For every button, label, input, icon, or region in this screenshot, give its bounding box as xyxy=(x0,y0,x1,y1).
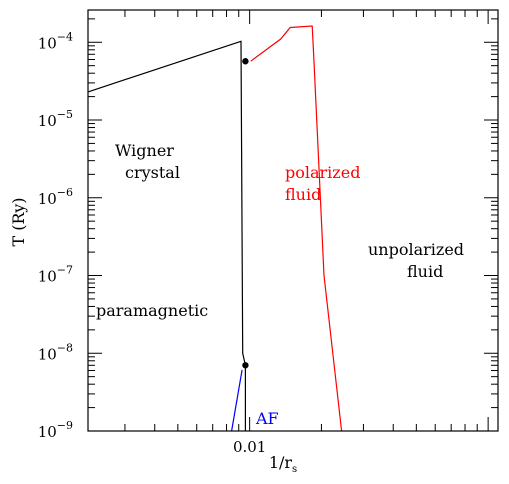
critical-point xyxy=(242,362,249,369)
y-tick-label: 10−7 xyxy=(38,264,73,286)
y-tick-label: 10−8 xyxy=(38,341,73,363)
region-label-paramagnetic: paramagnetic xyxy=(96,301,208,320)
series-layer xyxy=(87,25,343,432)
region-label-unpolarized-1: unpolarized xyxy=(368,240,464,259)
y-tick-label-base: 10 xyxy=(38,345,57,363)
y-tick-label: 10−4 xyxy=(38,30,73,52)
x-tick-label: 0.01 xyxy=(233,438,266,456)
labels-layer: 10−410−510−610−710−810−90.01Wignercrysta… xyxy=(38,30,464,456)
y-tick-label-exponent: −8 xyxy=(57,341,73,354)
region-label-polarized-1: polarized xyxy=(285,163,360,182)
y-tick-label-exponent: −4 xyxy=(57,30,73,43)
y-tick-label-base: 10 xyxy=(38,112,57,130)
x-axis-title-main: 1/r xyxy=(269,453,293,472)
y-tick-label-exponent: −7 xyxy=(57,264,73,277)
y-tick-label: 10−9 xyxy=(38,419,73,441)
y-tick-label-exponent: −5 xyxy=(57,108,73,121)
y-tick-label: 10−5 xyxy=(38,108,73,130)
y-tick-label-exponent: −6 xyxy=(57,186,73,199)
region-label-unpolarized-2: fluid xyxy=(407,262,443,281)
region-label-af: AF xyxy=(255,409,279,428)
y-tick-label-base: 10 xyxy=(38,423,57,441)
points-layer xyxy=(242,58,249,369)
plot-frame xyxy=(87,9,499,432)
x-axis-title-subscript: s xyxy=(292,464,297,475)
y-tick-label-exponent: −9 xyxy=(57,419,73,432)
series-line-2 xyxy=(250,25,343,432)
critical-point xyxy=(242,58,249,65)
y-axis-title: T (Ry) xyxy=(9,197,28,246)
series-line-3 xyxy=(231,369,243,432)
series-line-1 xyxy=(87,40,246,431)
y-tick-label: 10−6 xyxy=(38,186,73,208)
region-label-wigner-2: crystal xyxy=(125,163,180,182)
y-tick-label-base: 10 xyxy=(38,190,57,208)
y-tick-label-base: 10 xyxy=(38,268,57,286)
y-tick-label-base: 10 xyxy=(38,34,57,52)
x-axis-title: 1/rs xyxy=(269,453,297,475)
axis-ticks xyxy=(88,10,498,432)
region-label-polarized-2: fluid xyxy=(285,185,321,204)
region-label-wigner-1: Wigner xyxy=(115,141,174,160)
